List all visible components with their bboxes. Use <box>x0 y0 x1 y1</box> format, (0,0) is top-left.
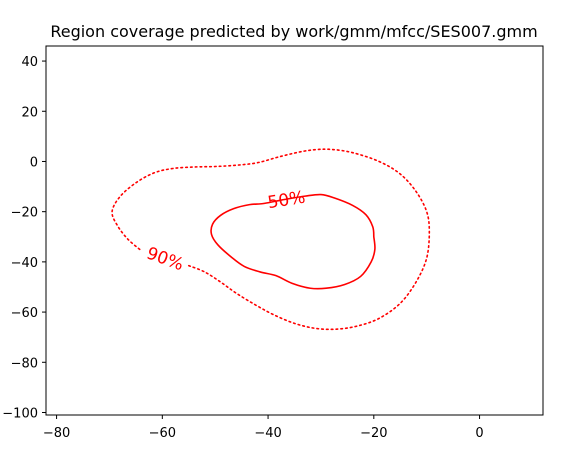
y-tick-label: 0 <box>30 155 38 170</box>
y-tick-label: −60 <box>11 306 38 321</box>
x-tick-label: −20 <box>360 426 387 441</box>
x-axis: −80 −60 −40 −20 0 <box>43 415 484 441</box>
chart-title: Region coverage predicted by work/gmm/mf… <box>50 22 537 41</box>
y-tick-label: −20 <box>11 206 38 221</box>
y-axis: −100 −80 −60 −40 −20 0 20 40 <box>2 55 46 421</box>
contour-50-line <box>210 193 376 290</box>
x-tick-label: 0 <box>475 426 483 441</box>
x-tick-label: −60 <box>149 426 176 441</box>
contour-lines <box>111 148 431 331</box>
y-tick-label: −40 <box>11 256 38 271</box>
plot-frame <box>45 45 544 416</box>
y-tick-label: 40 <box>21 55 38 70</box>
y-tick-label: 20 <box>21 105 38 120</box>
y-tick-label: −80 <box>11 356 38 371</box>
x-tick-label: −40 <box>254 426 281 441</box>
x-tick-label: −80 <box>43 426 70 441</box>
y-tick-label: −100 <box>2 406 38 421</box>
contour-90-line <box>111 148 431 331</box>
